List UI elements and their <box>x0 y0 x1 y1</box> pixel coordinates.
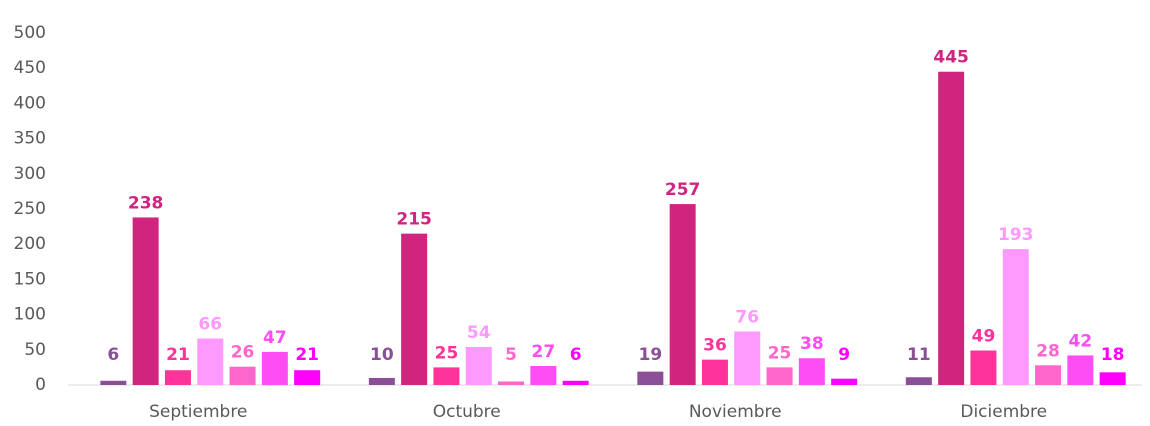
data-label: 6 <box>107 345 119 365</box>
data-label: 238 <box>128 193 164 213</box>
data-label: 25 <box>768 343 792 363</box>
data-label: 26 <box>231 343 255 363</box>
y-tick-label: 500 <box>14 23 46 43</box>
bar <box>766 367 793 385</box>
data-label: 47 <box>263 328 287 348</box>
data-label: 25 <box>435 343 459 363</box>
bar <box>1067 355 1094 385</box>
y-tick-label: 300 <box>14 164 46 184</box>
bar <box>701 359 728 385</box>
data-label: 49 <box>972 327 996 347</box>
data-label: 445 <box>933 48 969 68</box>
data-label: 10 <box>370 345 394 365</box>
data-label: 42 <box>1069 331 1093 351</box>
bar <box>498 381 525 385</box>
bar <box>229 366 256 385</box>
x-tick-label: Octubre <box>433 402 501 422</box>
data-label: 193 <box>998 225 1034 245</box>
data-label: 54 <box>467 323 491 343</box>
bar <box>669 204 696 385</box>
data-label: 38 <box>800 334 824 354</box>
data-label: 19 <box>639 345 663 365</box>
bar <box>562 380 589 385</box>
bar <box>938 71 965 385</box>
data-label: 76 <box>735 307 759 327</box>
data-label: 5 <box>505 345 517 365</box>
data-label: 36 <box>703 336 727 356</box>
bar <box>1002 249 1029 385</box>
data-label: 9 <box>838 345 850 365</box>
data-label: 21 <box>166 345 190 365</box>
data-label: 66 <box>198 315 222 335</box>
data-label: 11 <box>907 345 931 365</box>
bar <box>905 377 932 385</box>
bar <box>261 351 288 385</box>
bar <box>433 367 460 385</box>
bar <box>1035 365 1062 385</box>
x-tick-label: Diciembre <box>960 402 1047 422</box>
bar <box>197 338 224 385</box>
y-tick-label: 0 <box>35 375 46 395</box>
y-tick-label: 100 <box>14 305 46 325</box>
y-tick-label: 200 <box>14 234 46 254</box>
x-tick-label: Noviembre <box>689 402 782 422</box>
bar <box>401 233 428 385</box>
y-tick-label: 350 <box>14 129 46 149</box>
bar <box>970 350 997 385</box>
bar <box>164 370 191 385</box>
bar <box>100 380 127 385</box>
bar <box>132 217 159 385</box>
y-tick-label: 450 <box>14 58 46 78</box>
bar <box>798 358 825 385</box>
data-label: 18 <box>1101 345 1125 365</box>
y-tick-label: 150 <box>14 269 46 289</box>
bar <box>465 346 492 385</box>
bar <box>831 378 858 385</box>
data-label: 257 <box>665 180 701 200</box>
y-tick-label: 250 <box>14 199 46 219</box>
bar <box>368 377 395 385</box>
data-label: 6 <box>570 345 582 365</box>
x-tick-label: Septiembre <box>149 402 247 422</box>
bar <box>530 365 557 385</box>
data-label: 27 <box>532 342 556 362</box>
bar <box>1099 372 1126 385</box>
y-tick-label: 50 <box>24 340 46 360</box>
data-label: 21 <box>295 345 319 365</box>
data-label: 215 <box>396 210 432 230</box>
bar <box>294 370 321 385</box>
data-label: 28 <box>1036 341 1060 361</box>
y-tick-label: 400 <box>14 93 46 113</box>
bar <box>734 331 761 385</box>
bar <box>637 371 664 385</box>
